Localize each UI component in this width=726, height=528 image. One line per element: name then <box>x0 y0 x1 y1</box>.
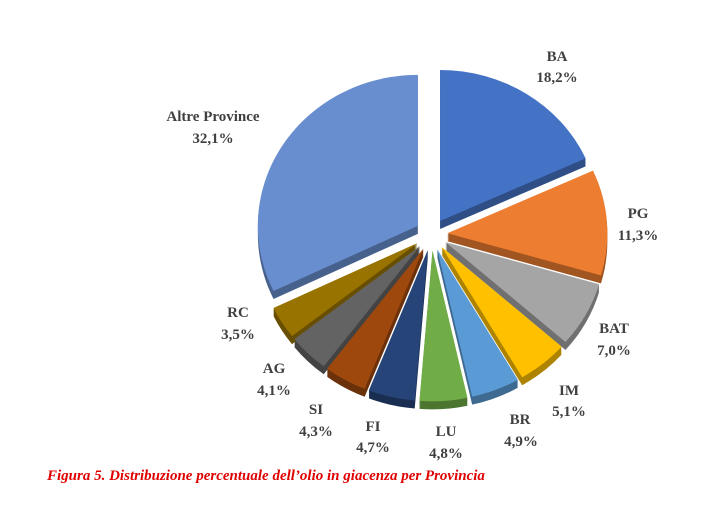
figure-caption: Figura 5. Distribuzione percentuale dell… <box>47 468 485 484</box>
data-label-name-bat: BAT <box>599 321 629 337</box>
pie-slice-ag <box>294 245 421 367</box>
pie-slice-br <box>437 249 518 397</box>
data-label-value-fi: 4,7% <box>356 440 390 456</box>
data-label-name-ag: AG <box>263 361 286 377</box>
pie-slice-bat <box>445 242 600 342</box>
data-label-value-im: 5,1% <box>552 404 586 420</box>
data-label-name-altre-province: Altre Province <box>166 109 260 125</box>
data-label-value-lu: 4,8% <box>429 446 463 462</box>
data-label-value-ba: 18,2% <box>536 70 577 86</box>
data-label-name-fi: FI <box>366 419 381 435</box>
pie-slice-rc <box>273 242 418 337</box>
pie-slice-im <box>441 246 562 378</box>
data-label-value-rc: 3,5% <box>221 327 255 343</box>
pie-slice-lu <box>419 250 468 402</box>
pie-slice-tops <box>257 69 608 402</box>
data-label-name-pg: PG <box>628 206 649 222</box>
data-label-name-br: BR <box>510 412 531 428</box>
data-label-name-si: SI <box>309 402 323 418</box>
pie-slice-altre-province <box>257 74 418 292</box>
pie-slice-si <box>327 248 424 389</box>
data-label-name-ba: BA <box>547 49 568 65</box>
data-label-value-altre-province: 32,1% <box>192 131 233 147</box>
pie-data-labels: BA 18,2% PG 11,3% BAT 7,0% IM 5,1% BR 4,… <box>166 49 658 462</box>
data-label-name-rc: RC <box>227 305 249 321</box>
data-label-name-im: IM <box>559 383 579 399</box>
data-label-value-si: 4,3% <box>299 424 333 440</box>
data-label-name-lu: LU <box>436 424 457 440</box>
pie-slice-fi <box>368 249 428 401</box>
data-label-value-bat: 7,0% <box>597 343 631 359</box>
pie-slice-pg <box>447 170 608 276</box>
data-label-value-ag: 4,1% <box>257 383 291 399</box>
pie-slice-ba <box>440 69 586 221</box>
data-label-value-pg: 11,3% <box>618 228 658 244</box>
data-label-value-br: 4,9% <box>504 434 538 450</box>
